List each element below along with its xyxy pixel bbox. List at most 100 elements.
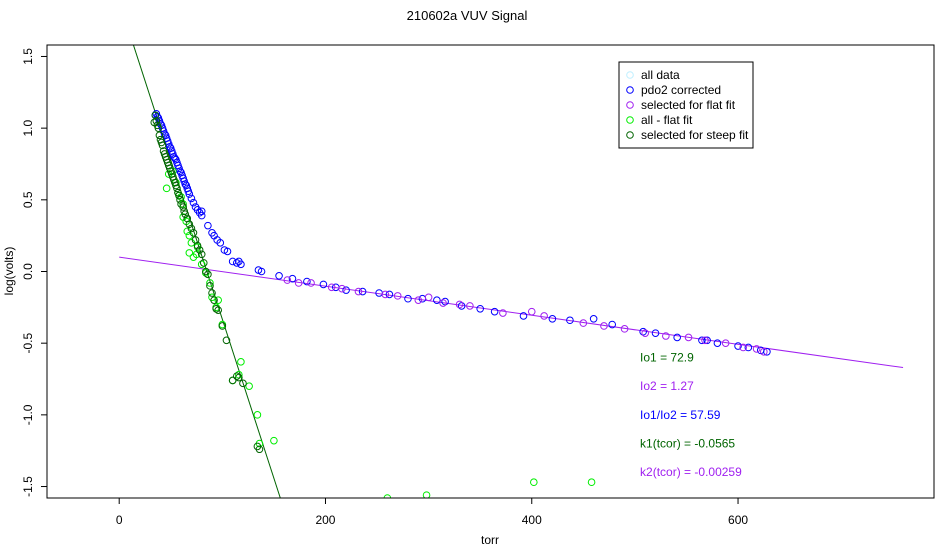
data-point-s2-12 xyxy=(185,249,194,257)
data-point-s3-40 xyxy=(204,270,212,279)
data-point-s3-46 xyxy=(218,322,227,330)
data-points xyxy=(150,110,771,498)
data-point-s3-38 xyxy=(199,259,208,267)
data-point-s0-75 xyxy=(639,327,647,336)
data-point-s0-53 xyxy=(257,267,266,276)
y-tick-label: 0.5 xyxy=(21,191,35,208)
data-point-s1-6 xyxy=(381,290,390,299)
data-point-s0-54 xyxy=(275,272,283,280)
data-point-s3-41 xyxy=(206,282,214,290)
data-point-s2-34 xyxy=(587,478,596,487)
data-point-s1-17 xyxy=(600,322,608,330)
data-point-s3-36 xyxy=(195,246,204,254)
data-point-s0-63 xyxy=(404,294,412,303)
data-point-s3-35 xyxy=(193,241,202,250)
data-point-s2-30 xyxy=(270,436,278,445)
data-point-s1-7 xyxy=(393,292,402,300)
data-point-s0-55 xyxy=(288,274,297,283)
legend-label: selected for flat fit xyxy=(641,98,736,112)
y-tick-label: -1.0 xyxy=(21,404,35,425)
y-tick-label: 1.0 xyxy=(21,119,35,136)
data-point-s3-33 xyxy=(189,228,198,237)
data-point-s0-49 xyxy=(232,259,241,267)
data-point-s0-60 xyxy=(358,287,367,296)
x-tick-label: 400 xyxy=(522,513,542,527)
chart-title: 210602a VUV Signal xyxy=(407,8,528,23)
data-point-s0-79 xyxy=(703,336,711,345)
data-point-s1-20 xyxy=(662,332,670,340)
legend-marker xyxy=(626,131,634,139)
data-point-s0-67 xyxy=(457,302,466,310)
x-tick-label: 600 xyxy=(728,513,748,527)
data-point-s1-24 xyxy=(739,343,747,352)
data-point-s0-41 xyxy=(204,221,212,230)
legend-box xyxy=(618,61,754,149)
data-point-s3-8 xyxy=(158,141,167,150)
data-point-s0-33 xyxy=(185,190,194,198)
data-point-s1-2 xyxy=(307,279,315,287)
data-point-s0-59 xyxy=(342,286,350,294)
data-point-s0-68 xyxy=(476,304,484,313)
data-point-s0-2 xyxy=(153,112,162,121)
data-point-s0-45 xyxy=(216,239,225,247)
data-point-s1-8 xyxy=(414,296,423,304)
data-point-s0-39 xyxy=(197,211,206,220)
data-point-s1-10 xyxy=(439,299,447,307)
data-point-s3-31 xyxy=(185,220,194,228)
data-point-s2-19 xyxy=(206,279,214,287)
data-point-s3-49 xyxy=(232,372,241,380)
data-point-s2-28 xyxy=(253,411,262,419)
data-point-s0-69 xyxy=(490,307,499,316)
data-point-s2-25 xyxy=(235,370,243,379)
data-point-s3-2 xyxy=(152,117,161,125)
x-tick-label: 200 xyxy=(315,513,335,527)
data-point-s2-26 xyxy=(237,358,245,366)
fit-annotation: Io1 = 72.9 xyxy=(640,351,694,365)
data-point-s1-15 xyxy=(540,312,548,320)
data-point-s2-17 xyxy=(197,260,206,269)
data-point-s1-1 xyxy=(294,279,303,287)
data-point-s1-22 xyxy=(701,336,709,345)
data-point-s0-19 xyxy=(171,154,179,163)
data-point-s0-51 xyxy=(237,260,245,269)
data-point-s2-27 xyxy=(245,382,253,390)
data-point-s3-53 xyxy=(255,445,264,454)
data-point-s0-80 xyxy=(713,339,722,347)
data-point-s0-74 xyxy=(608,320,617,329)
x-axis: 0 200 400 600 xyxy=(116,497,748,527)
data-point-s0-70 xyxy=(519,312,528,320)
data-point-s0-56 xyxy=(303,277,311,286)
legend-marker xyxy=(626,101,634,109)
data-point-s2-0 xyxy=(162,184,171,193)
data-point-s3-48 xyxy=(228,376,237,385)
data-point-s3-1 xyxy=(151,111,160,120)
data-point-s3-50 xyxy=(235,373,243,382)
data-point-s1-19 xyxy=(641,329,650,337)
data-point-s3-4 xyxy=(154,124,163,132)
fit-annotation: Io2 = 1.27 xyxy=(640,379,694,393)
data-point-s1-0 xyxy=(283,276,292,284)
data-point-s0-76 xyxy=(651,329,660,337)
data-point-s0-34 xyxy=(187,194,196,203)
data-point-s0-40 xyxy=(197,207,206,216)
data-point-s0-24 xyxy=(176,167,184,175)
data-point-s1-23 xyxy=(721,339,730,347)
fit-annotation: k1(tcor) = -0.0565 xyxy=(640,437,735,451)
data-point-s3-29 xyxy=(181,210,190,218)
data-point-s1-16 xyxy=(579,319,588,327)
data-point-s1-3 xyxy=(327,283,336,292)
y-axis-label: log(volts) xyxy=(2,247,16,296)
data-point-s3-27 xyxy=(179,203,187,211)
data-point-s0-35 xyxy=(189,198,198,207)
data-point-s0-62 xyxy=(385,290,394,299)
fit-annotation: k2(tcor) = -0.00259 xyxy=(640,465,742,479)
y-tick-label: -1.5 xyxy=(21,476,35,497)
data-point-s0-84 xyxy=(763,347,771,356)
legend-marker xyxy=(626,71,634,79)
data-point-s1-26 xyxy=(760,347,768,356)
data-point-s0-81 xyxy=(734,342,742,350)
data-point-s0-65 xyxy=(433,296,441,304)
legend-label: all data xyxy=(641,68,680,82)
